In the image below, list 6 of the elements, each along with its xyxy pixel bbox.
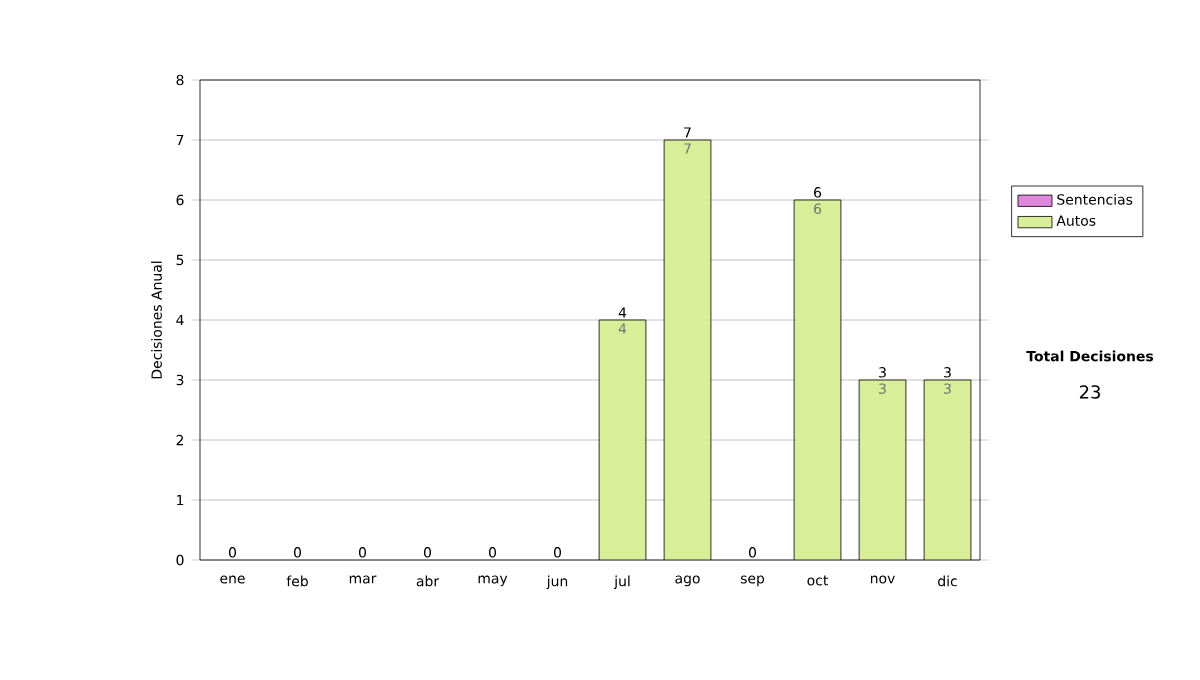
bar — [663, 139, 712, 560]
bar — [858, 379, 907, 560]
bar — [598, 319, 647, 560]
bar — [923, 379, 972, 560]
bar — [793, 199, 842, 560]
text: 23 — [1079, 385, 1100, 399]
